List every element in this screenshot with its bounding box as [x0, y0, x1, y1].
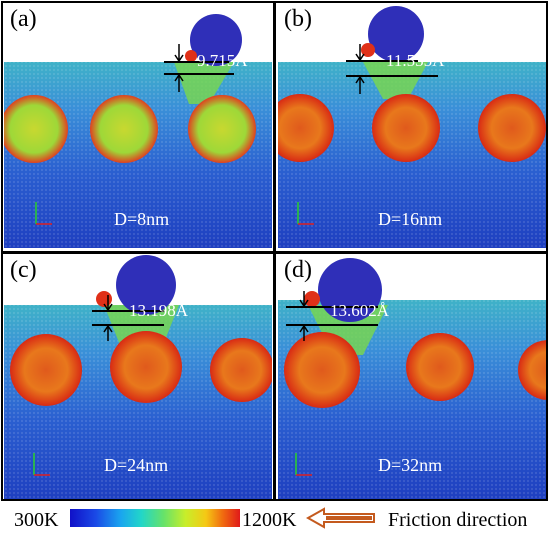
- panel-b: (b) 11.535Å D=16nm: [278, 4, 546, 248]
- nanoparticle: [406, 333, 474, 401]
- nanoparticle: [278, 94, 334, 162]
- debris: [185, 50, 197, 62]
- legend: 300K 1200K Friction direction: [0, 506, 550, 536]
- panel-d-simulation-image: [278, 258, 546, 499]
- indenter-ball: [116, 255, 176, 315]
- nanoparticle: [110, 331, 182, 403]
- indentation-depth: 13.198Å: [129, 301, 189, 320]
- depth-arrow-down: [355, 44, 365, 62]
- depth-arrow-down: [103, 295, 113, 312]
- indenter-ball: [368, 6, 424, 62]
- depth-arrow-up: [103, 324, 113, 341]
- nanoparticle: [284, 332, 360, 408]
- panel-label: (a): [10, 6, 37, 32]
- particle-size-label: D=16nm: [378, 209, 443, 229]
- indenter-ball: [190, 14, 242, 66]
- axis-triad: [33, 453, 50, 476]
- panel-label: (c): [10, 257, 37, 283]
- panel-d: (d) 13.602Å D=32nm: [278, 255, 546, 499]
- panel-c-simulation-image: [4, 255, 272, 499]
- depth-arrow-down: [174, 44, 184, 63]
- friction-arrow-icon: [306, 507, 375, 529]
- panel-c: (c) 13.198Å D=24nm: [4, 255, 272, 499]
- particle-size-label: D=8nm: [114, 209, 170, 229]
- nanoparticle: [210, 338, 272, 402]
- particle-size-label: D=24nm: [104, 455, 169, 475]
- panel-a-simulation-image: [4, 14, 272, 248]
- nanoparticle: [188, 95, 256, 163]
- particle-size-label: D=32nm: [378, 455, 443, 475]
- panel-divider-horizontal: [1, 251, 548, 254]
- temperature-colorbar: [70, 509, 240, 527]
- nanoparticle: [518, 340, 546, 400]
- nanoparticle: [10, 334, 82, 406]
- debris: [361, 43, 375, 57]
- depth-arrow-up: [355, 75, 365, 94]
- debris: [304, 291, 320, 307]
- nanoparticle: [478, 94, 546, 162]
- depth-arrow-down: [299, 291, 309, 308]
- panel-b-simulation-image: [278, 6, 546, 248]
- depth-arrow-up: [174, 73, 184, 92]
- axis-triad: [35, 202, 52, 225]
- colorbar-max-label: 1200K: [242, 509, 297, 531]
- panel-a: (a) 9.715Å D=8nm: [4, 4, 272, 248]
- panel-label: (d): [284, 257, 312, 283]
- nanoparticle: [372, 94, 440, 162]
- axis-triad: [297, 202, 314, 225]
- indentation-depth: 9.715Å: [197, 51, 248, 70]
- nanoparticle: [4, 95, 68, 163]
- colorbar-min-label: 300K: [14, 509, 59, 531]
- hot-zone: [363, 62, 428, 99]
- hot-zone: [174, 62, 234, 104]
- depth-arrow-up: [299, 324, 309, 341]
- friction-direction-label: Friction direction: [388, 509, 528, 531]
- panel-label: (b): [284, 6, 312, 32]
- axis-triad: [295, 453, 312, 476]
- nanoparticle: [90, 95, 158, 163]
- indentation-depth: 13.602Å: [330, 301, 390, 320]
- indentation-depth: 11.535Å: [386, 51, 445, 70]
